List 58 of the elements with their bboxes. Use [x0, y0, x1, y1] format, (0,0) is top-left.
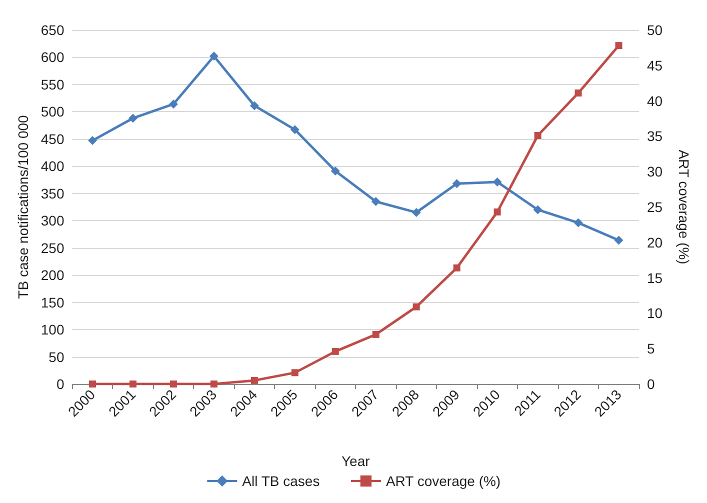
point	[453, 264, 460, 272]
y2-tick-label: 15	[647, 270, 663, 286]
y-tick-label: 300	[40, 212, 64, 229]
point	[88, 136, 97, 146]
point	[250, 101, 259, 110]
y-tick-label: 0	[56, 376, 64, 392]
point	[89, 380, 96, 388]
y-tick-label: 350	[40, 185, 64, 202]
y2-axis-title: ART coverage (%)	[676, 150, 692, 264]
point	[290, 125, 300, 134]
point	[614, 236, 624, 245]
y-tick-label: 450	[40, 130, 64, 147]
point	[209, 52, 218, 61]
y-tick-label: 250	[40, 240, 64, 256]
point	[210, 380, 218, 388]
y2-tick-label: 10	[647, 305, 663, 322]
y-tick-label: 500	[40, 104, 64, 120]
point	[574, 90, 582, 97]
y-axis-title: TB case notifications/100 000	[15, 114, 31, 299]
point	[168, 100, 178, 109]
point	[615, 42, 622, 50]
point	[371, 197, 380, 206]
y2-tick-label: 30	[647, 164, 663, 180]
y-tick-label: 100	[40, 322, 64, 338]
point	[332, 348, 339, 355]
point	[129, 380, 136, 388]
point	[452, 179, 462, 188]
point	[534, 132, 542, 139]
y2-tick-label: 35	[647, 128, 663, 144]
y2-tick-label: 40	[647, 92, 663, 109]
x-axis-title: Year	[341, 453, 370, 469]
y-tick-label: 150	[40, 294, 64, 310]
point	[372, 330, 380, 338]
y-tick-label: 650	[40, 22, 64, 38]
legend-label: All TB cases	[242, 473, 320, 489]
y2-tick-label: 0	[647, 376, 655, 392]
point	[330, 166, 340, 176]
point	[492, 177, 502, 186]
y2-tick-label: 50	[647, 22, 663, 38]
y2-tick-label: 20	[647, 234, 663, 250]
y-tick-label: 600	[40, 49, 64, 66]
point	[533, 205, 542, 214]
point	[574, 218, 583, 228]
y-tick-label: 200	[40, 267, 64, 284]
point	[412, 303, 420, 310]
point	[250, 376, 258, 384]
point	[494, 208, 501, 216]
y-tick-label: 400	[40, 158, 64, 174]
point	[128, 114, 138, 123]
y-tick-label: 550	[40, 76, 64, 92]
y2-tick-label: 25	[647, 199, 663, 215]
y2-tick-label: 5	[647, 340, 655, 357]
y-tick-label: 50	[48, 348, 64, 365]
point	[291, 369, 298, 376]
y2-tick-label: 45	[647, 57, 663, 74]
point	[412, 208, 421, 217]
legend-label: ART coverage (%)	[386, 473, 501, 489]
point	[170, 380, 177, 388]
